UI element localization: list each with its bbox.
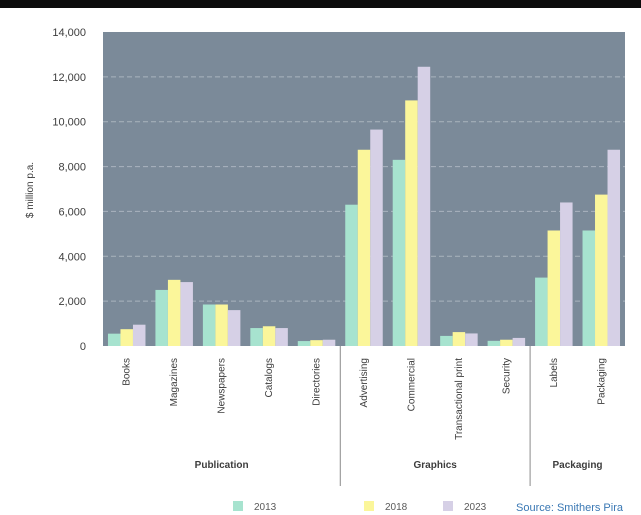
bar-2023-commercial — [417, 66, 431, 346]
y-tick-label: 2,000 — [58, 296, 86, 308]
bar-2018-catalogs — [262, 326, 276, 346]
x-tick-label: Newspapers — [217, 358, 228, 414]
bar-2013-security — [487, 340, 501, 346]
bar-2018-directories — [310, 340, 323, 346]
x-axis-labels: Books Magazines Newspapers Catalogs Director… — [122, 358, 608, 440]
y-axis-label: $ million p.a. — [25, 162, 36, 218]
bar-2013-directories — [297, 341, 311, 346]
bar-2013-advertising — [345, 204, 358, 346]
x-tick-label: Labels — [549, 358, 560, 387]
top-border — [0, 0, 641, 8]
bar-2013-catalogs — [250, 328, 263, 346]
bar-2023-security — [512, 337, 526, 346]
bar-2013-commercial — [392, 159, 406, 346]
x-tick-label: Catalogs — [264, 358, 275, 397]
bar-2023-labels — [560, 202, 573, 346]
bar-2018-advertising — [357, 149, 371, 346]
x-tick-label: Directories — [312, 358, 323, 406]
bar-2018-books — [120, 329, 133, 346]
y-tick-label: 0 — [80, 341, 86, 353]
bar-2023-catalogs — [275, 328, 288, 346]
y-tick-label: 6,000 — [58, 206, 86, 218]
category-groups: Publication Graphics Packaging — [195, 346, 603, 486]
group-label: Packaging — [553, 460, 603, 471]
x-tick-label: Transactional print — [454, 358, 465, 440]
bar-2018-security — [500, 339, 513, 346]
bar-2023-advertising — [370, 129, 383, 346]
bar-2013-packaging — [582, 230, 596, 346]
bar-2023-magazines — [180, 282, 193, 346]
bar-2018-newspapers — [215, 304, 228, 346]
legend: 2013 2018 2023 — [233, 501, 487, 513]
x-tick-label: Magazines — [169, 358, 180, 406]
bar-2023-books — [132, 324, 146, 346]
legend-label: 2013 — [254, 502, 277, 513]
x-tick-label: Advertising — [359, 358, 370, 407]
group-label: Publication — [195, 460, 249, 471]
y-tick-label: 12,000 — [52, 72, 86, 84]
bar-2013-transactional-print — [440, 335, 453, 346]
y-tick-label: 10,000 — [52, 117, 86, 129]
legend-swatch — [364, 501, 374, 511]
x-tick-label: Security — [501, 358, 512, 394]
source-note: Source: Smithers Pira — [516, 502, 624, 514]
bar-2013-newspapers — [202, 304, 216, 346]
bar-2013-magazines — [155, 289, 168, 346]
bar-2023-newspapers — [227, 310, 241, 346]
bars — [107, 66, 621, 347]
bar-2013-labels — [535, 277, 548, 346]
legend-label: 2018 — [385, 502, 408, 513]
y-axis-ticks: 0 2,000 4,000 6,000 8,000 10,000 12,000 14,000 — [52, 27, 86, 353]
bar-2018-packaging — [595, 194, 608, 346]
bar-2018-transactional-print — [452, 332, 466, 346]
legend-swatch — [233, 501, 243, 511]
legend-swatch — [443, 501, 453, 511]
x-tick-label: Books — [122, 358, 133, 386]
legend-label: 2023 — [464, 502, 487, 513]
y-tick-label: 14,000 — [52, 27, 86, 39]
bar-2023-packaging — [607, 149, 621, 346]
bar-2023-directories — [322, 339, 336, 346]
bar-2018-commercial — [405, 100, 418, 347]
bar-2018-labels — [547, 230, 561, 346]
x-tick-label: Packaging — [596, 358, 607, 405]
group-label: Graphics — [414, 460, 458, 471]
bar-2018-magazines — [167, 279, 181, 346]
y-tick-label: 8,000 — [58, 162, 86, 174]
y-tick-label: 4,000 — [58, 251, 86, 263]
bar-2023-transactional-print — [465, 333, 478, 346]
x-tick-label: Commercial — [406, 358, 417, 411]
bar-2013-books — [107, 333, 121, 346]
